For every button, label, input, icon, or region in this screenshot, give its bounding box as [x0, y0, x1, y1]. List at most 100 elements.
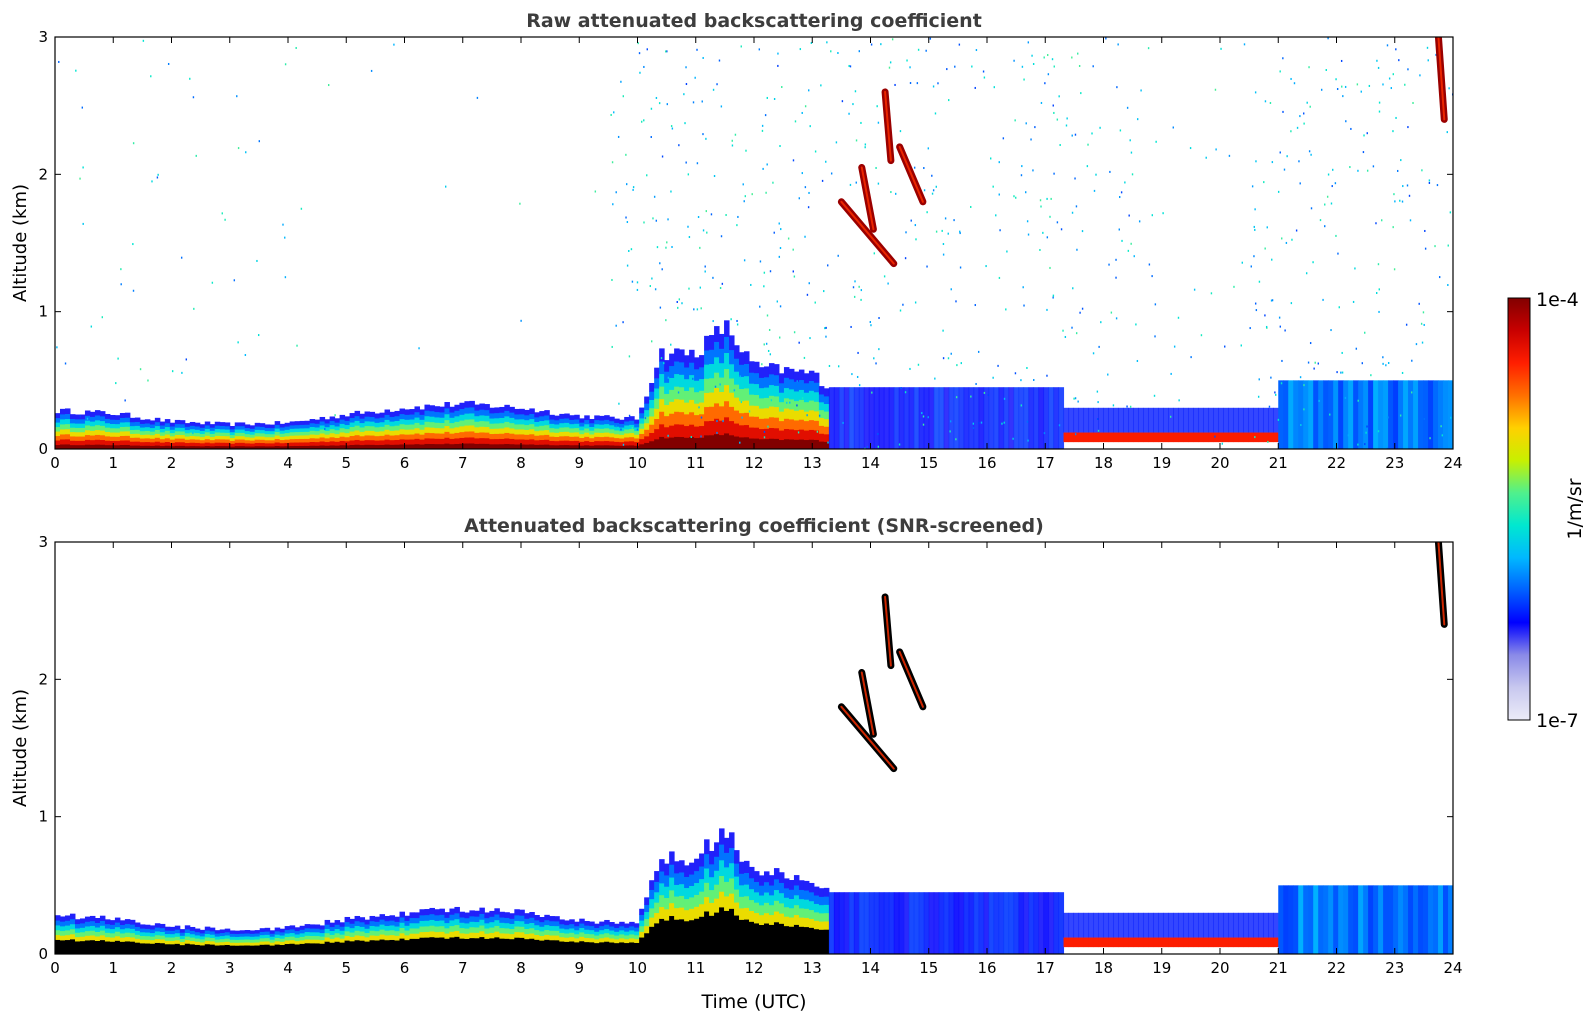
noise-pixel [1240, 344, 1242, 347]
heat-cell [59, 413, 66, 420]
heat-cell [589, 933, 595, 939]
heat-cell [209, 427, 216, 431]
noise-pixel [1051, 58, 1054, 61]
heat-cell [808, 409, 815, 421]
heat-cell [224, 439, 231, 443]
heat-cell [454, 421, 460, 428]
heat-cell [339, 440, 346, 446]
noise-pixel [1190, 356, 1192, 359]
heat-cell [654, 387, 660, 399]
heat-cell [164, 950, 171, 954]
noise-pixel [661, 155, 664, 158]
noise-pixel [693, 308, 695, 311]
heat-cell [674, 423, 680, 437]
x-tick-label: 18 [1094, 454, 1113, 472]
heat-cell [679, 361, 685, 375]
x-tick-label: 12 [744, 959, 763, 977]
heat-cell [79, 931, 86, 937]
heat-cell [729, 335, 735, 351]
heat-cell [119, 444, 126, 449]
heat-cell [304, 441, 311, 446]
heat-cell [349, 435, 356, 441]
colorbar-max-label: 1e-4 [1536, 289, 1579, 311]
heat-cell [74, 927, 81, 933]
heat-cell [534, 919, 540, 926]
heat-cell [69, 943, 76, 950]
heat-cell [454, 426, 460, 433]
heat-cell [339, 922, 346, 927]
heat-cell [229, 933, 236, 937]
heat-cell [364, 430, 371, 436]
heat-cell [144, 928, 151, 933]
noise-pixel [1385, 364, 1387, 367]
heat-cell [55, 413, 61, 419]
heat-cell [1098, 432, 1104, 443]
heat-cell [84, 429, 91, 436]
heat-cell [99, 439, 106, 445]
noise-pixel [117, 357, 119, 360]
heat-cell [109, 436, 116, 441]
heat-cell [1253, 937, 1259, 948]
heat-cell [509, 438, 515, 445]
heat-cell [409, 927, 415, 934]
heat-cell [694, 930, 700, 943]
colorbar: 1e-4 1e-7 1/m/sr [1507, 289, 1586, 732]
heat-cell [169, 426, 176, 430]
heat-cell [424, 942, 430, 949]
noise-pixel [1422, 311, 1425, 314]
heat-cell [644, 925, 650, 934]
noise-pixel [236, 95, 238, 98]
noise-pixel [1306, 101, 1308, 104]
noise-pixel [700, 307, 702, 310]
heat-cell [1363, 885, 1369, 954]
heat-cell [1143, 432, 1149, 443]
heat-cell [449, 936, 455, 944]
heat-cell [749, 372, 755, 384]
noise-pixel [1097, 429, 1100, 432]
heat-cell [554, 428, 560, 433]
heat-cell [569, 427, 575, 433]
heat-cell [1078, 912, 1085, 938]
noise-pixel [661, 268, 663, 271]
heat-cell [424, 404, 430, 411]
heat-cell [269, 442, 276, 447]
heat-cell [1338, 885, 1344, 954]
heat-cell [803, 926, 810, 937]
heat-cell [469, 915, 475, 922]
heat-cell [873, 387, 880, 449]
heat-cell [559, 444, 565, 449]
heat-cell [963, 387, 970, 449]
heat-cell [778, 373, 785, 384]
heat-cell [514, 428, 520, 435]
noise-pixel [1228, 154, 1231, 157]
heat-cell [699, 390, 705, 403]
heat-cell [579, 441, 585, 446]
heat-cell [364, 932, 371, 938]
noise-pixel [955, 300, 957, 303]
heat-cell [129, 445, 136, 449]
noise-pixel [617, 135, 620, 138]
noise-pixel [1014, 119, 1016, 122]
heat-cell [354, 934, 361, 941]
heat-cell [534, 435, 540, 441]
noise-pixel [1347, 434, 1350, 437]
heat-cell [194, 947, 201, 952]
noise-pixel [935, 185, 937, 188]
noise-pixel [687, 173, 690, 176]
heat-cell [89, 934, 96, 941]
heat-cell [798, 935, 805, 946]
heat-cell [324, 936, 331, 942]
heat-cell [1418, 380, 1424, 449]
noise-pixel [818, 414, 821, 417]
noise-pixel [1393, 268, 1396, 271]
noise-pixel [998, 193, 1000, 196]
heat-cell [579, 422, 585, 427]
heat-cell [119, 412, 126, 418]
heat-cell [569, 919, 575, 925]
heat-cell [114, 436, 121, 442]
heat-cell [549, 440, 555, 446]
heat-cell [793, 429, 800, 440]
heat-cell [89, 411, 96, 417]
heat-cell [818, 393, 825, 403]
heat-cell [374, 930, 381, 936]
